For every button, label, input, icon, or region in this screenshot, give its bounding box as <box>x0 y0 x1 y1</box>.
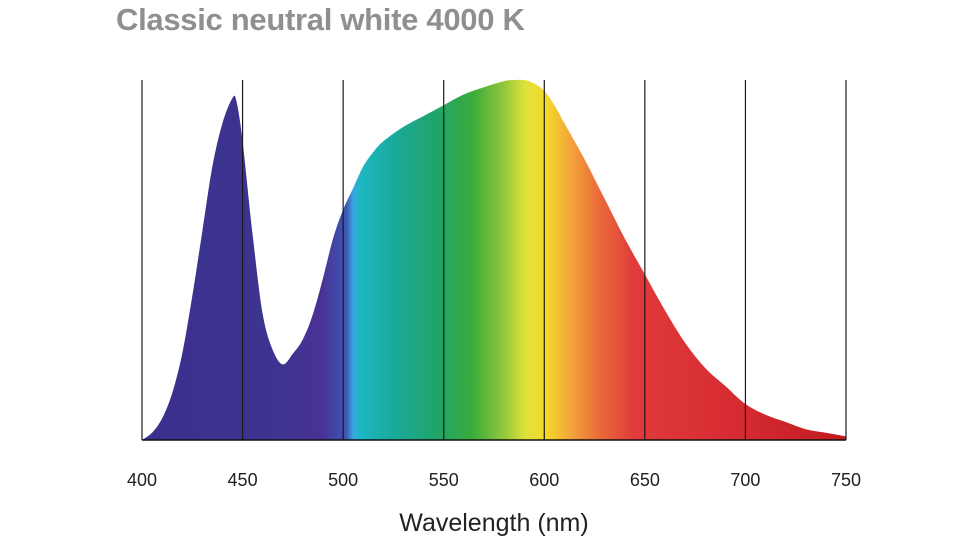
x-tick-label-600: 600 <box>529 470 559 490</box>
chart-title: Classic neutral white 4000 K <box>116 2 525 37</box>
x-tick-labels: 400 450 500 550 600 650 700 750 <box>127 470 861 490</box>
x-tick-label-750: 750 <box>831 470 861 490</box>
x-tick-label-700: 700 <box>730 470 760 490</box>
spectrum-area <box>142 79 846 440</box>
x-tick-label-650: 650 <box>630 470 660 490</box>
x-tick-label-450: 450 <box>228 470 258 490</box>
x-tick-label-550: 550 <box>429 470 459 490</box>
x-tick-label-500: 500 <box>328 470 358 490</box>
vertical-gridlines <box>141 80 847 440</box>
x-tick-label-400: 400 <box>127 470 157 490</box>
x-axis-title: Wavelength (nm) <box>399 509 588 537</box>
